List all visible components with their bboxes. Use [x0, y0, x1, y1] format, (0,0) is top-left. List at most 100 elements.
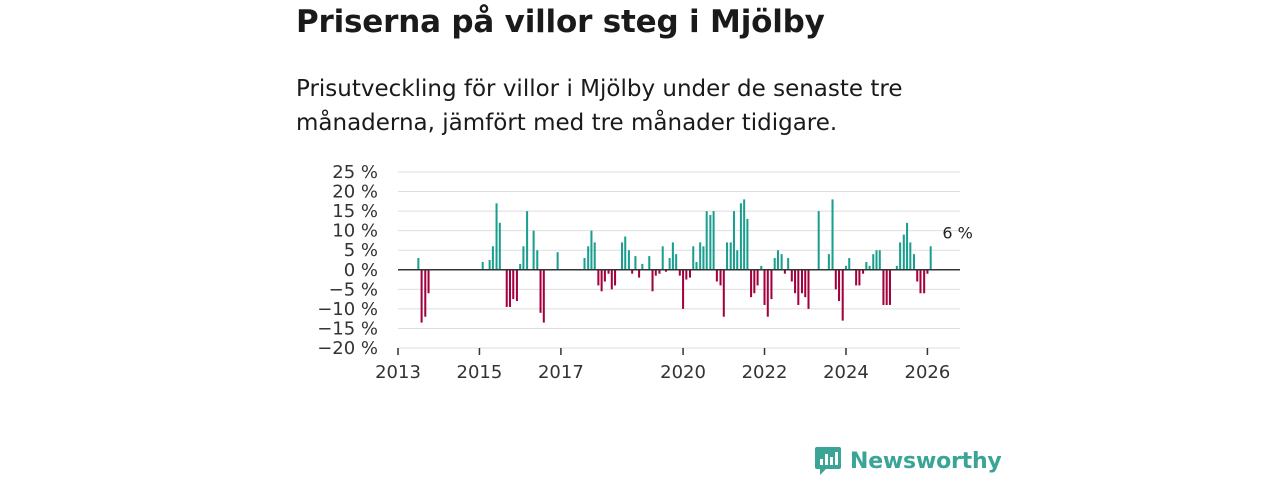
- newsworthy-logo-icon: [815, 447, 841, 475]
- bar: [671, 242, 674, 270]
- bar: [858, 269, 861, 286]
- bar: [695, 261, 698, 270]
- bar: [631, 269, 634, 274]
- bar: [417, 258, 420, 270]
- bar: [763, 269, 766, 305]
- bar: [776, 250, 779, 270]
- bar: [556, 252, 559, 270]
- bar: [753, 269, 756, 294]
- bar: [651, 269, 654, 292]
- bar: [590, 230, 593, 270]
- bar: [929, 246, 932, 270]
- bar: [878, 250, 881, 270]
- grid-lines: [398, 171, 960, 349]
- bar: [739, 203, 742, 270]
- bar: [675, 254, 678, 270]
- bar: [539, 269, 542, 313]
- bar: [797, 269, 800, 305]
- bar: [661, 246, 664, 270]
- y-tick-label: −15 %: [317, 318, 378, 339]
- bar: [827, 254, 830, 270]
- bar: [726, 242, 729, 270]
- x-tick-label: 2017: [538, 362, 584, 383]
- bar: [685, 269, 688, 280]
- bar: [532, 230, 535, 270]
- bar: [902, 234, 905, 270]
- newsworthy-logo-text: Newsworthy: [850, 448, 1002, 474]
- bar: [736, 250, 739, 270]
- bar: [620, 242, 624, 270]
- bar: [488, 260, 491, 270]
- bar: [916, 269, 919, 282]
- bar: [923, 269, 926, 294]
- bar: [607, 269, 610, 274]
- x-tick-label: 2022: [742, 362, 788, 383]
- bar: [875, 250, 878, 270]
- bar: [614, 269, 617, 286]
- bar: [868, 265, 871, 270]
- bar: [912, 254, 915, 270]
- y-tick-label: −5 %: [329, 279, 378, 300]
- y-tick-label: −20 %: [317, 338, 378, 359]
- chart-subtitle: Prisutveckling för villor i Mjölby under…: [296, 76, 903, 136]
- y-tick-label: 0 %: [344, 260, 378, 281]
- bar: [678, 269, 681, 276]
- bar: [699, 242, 702, 270]
- bar: [882, 269, 885, 305]
- bar: [909, 242, 912, 270]
- x-tick-label: 2020: [660, 362, 706, 383]
- y-tick-label: 10 %: [332, 221, 378, 242]
- bar: [794, 269, 797, 294]
- bar: [715, 269, 718, 282]
- bar: [855, 269, 858, 286]
- bar: [746, 218, 749, 270]
- bar: [838, 269, 841, 302]
- bar: [712, 211, 715, 270]
- bar: [831, 199, 834, 270]
- bar: [505, 269, 508, 307]
- bar: [722, 269, 725, 317]
- bar: [515, 269, 518, 302]
- y-tick-label: 20 %: [332, 182, 378, 203]
- last-value-annotation: 6 %: [942, 223, 972, 242]
- bar: [872, 254, 875, 270]
- bar: [834, 269, 837, 290]
- bar: [841, 269, 844, 321]
- bar: [491, 246, 494, 270]
- bar: [787, 258, 790, 270]
- bar: [766, 269, 769, 317]
- bar: [526, 211, 529, 270]
- bar: [862, 269, 865, 274]
- chart-title: Priserna på villor steg i Mjölby: [296, 4, 825, 40]
- bar: [865, 261, 868, 270]
- bar: [654, 269, 657, 276]
- x-axis: 2013 2015 2017 2020 2022 2024 2026: [375, 348, 950, 383]
- bar: [682, 269, 685, 309]
- bar: [481, 261, 484, 270]
- bar: [688, 269, 692, 278]
- bar-chart: 25 %20 %15 %10 %5 %0 %−5 %−10 %−15 %−20 …: [317, 162, 973, 383]
- bar: [750, 269, 753, 298]
- bar: [641, 263, 644, 270]
- x-tick-label: 2024: [823, 362, 869, 383]
- bar: [773, 258, 776, 270]
- bar: [498, 222, 501, 270]
- x-tick-label: 2015: [457, 362, 503, 383]
- bar: [732, 211, 735, 270]
- bar: [427, 269, 430, 294]
- bar: [664, 269, 667, 272]
- bar: [848, 258, 851, 270]
- bar: [627, 250, 630, 270]
- bar: [583, 258, 586, 270]
- y-tick-label: 15 %: [332, 201, 378, 222]
- bar: [702, 246, 705, 270]
- bar: [926, 269, 929, 274]
- bar: [495, 203, 498, 270]
- bar: [508, 269, 512, 307]
- bar: [756, 269, 759, 286]
- bar: [780, 254, 783, 270]
- bar: [770, 269, 773, 300]
- bar: [807, 269, 810, 309]
- bar: [536, 250, 539, 270]
- bar: [899, 242, 902, 270]
